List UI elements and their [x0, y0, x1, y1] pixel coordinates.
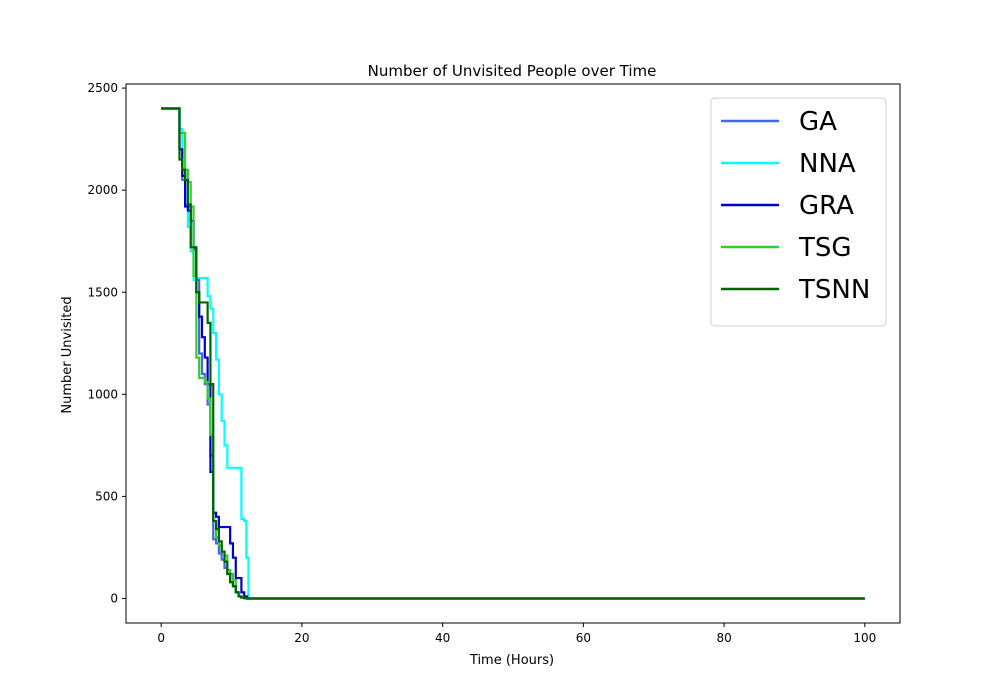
legend-label-nna: NNA — [799, 149, 856, 179]
legend: GA NNA GRA TSG TSNN — [710, 97, 887, 327]
y-tick-label: 2000 — [87, 183, 118, 197]
x-tick-label: 60 — [576, 631, 591, 645]
x-tick-label: 100 — [853, 631, 876, 645]
x-tick-label: 0 — [157, 631, 165, 645]
chart-title: Number of Unvisited People over Time — [368, 62, 657, 80]
y-tick-label: 1500 — [87, 285, 118, 299]
x-tick-label: 20 — [294, 631, 309, 645]
plot-frame — [125, 83, 901, 624]
y-tick-label: 0 — [110, 592, 118, 606]
series-line-tsnn — [161, 107, 865, 600]
legend-label-tsg: TSG — [798, 233, 852, 263]
legend-label-ga: GA — [799, 107, 837, 137]
y-tick-label: 500 — [95, 489, 118, 503]
y-tick-label: 2500 — [87, 81, 118, 95]
series-lines — [161, 107, 865, 600]
x-tick-label: 40 — [435, 631, 450, 645]
y-axis-label: Number Unvisited — [60, 296, 75, 413]
legend-label-gra: GRA — [799, 191, 854, 221]
legend-label-tsnn: TSNN — [798, 275, 870, 305]
legend-box — [710, 97, 887, 327]
y-tick-label: 1000 — [87, 387, 118, 401]
x-axis-label: Time (Hours) — [469, 653, 554, 668]
x-tick-label: 80 — [716, 631, 731, 645]
